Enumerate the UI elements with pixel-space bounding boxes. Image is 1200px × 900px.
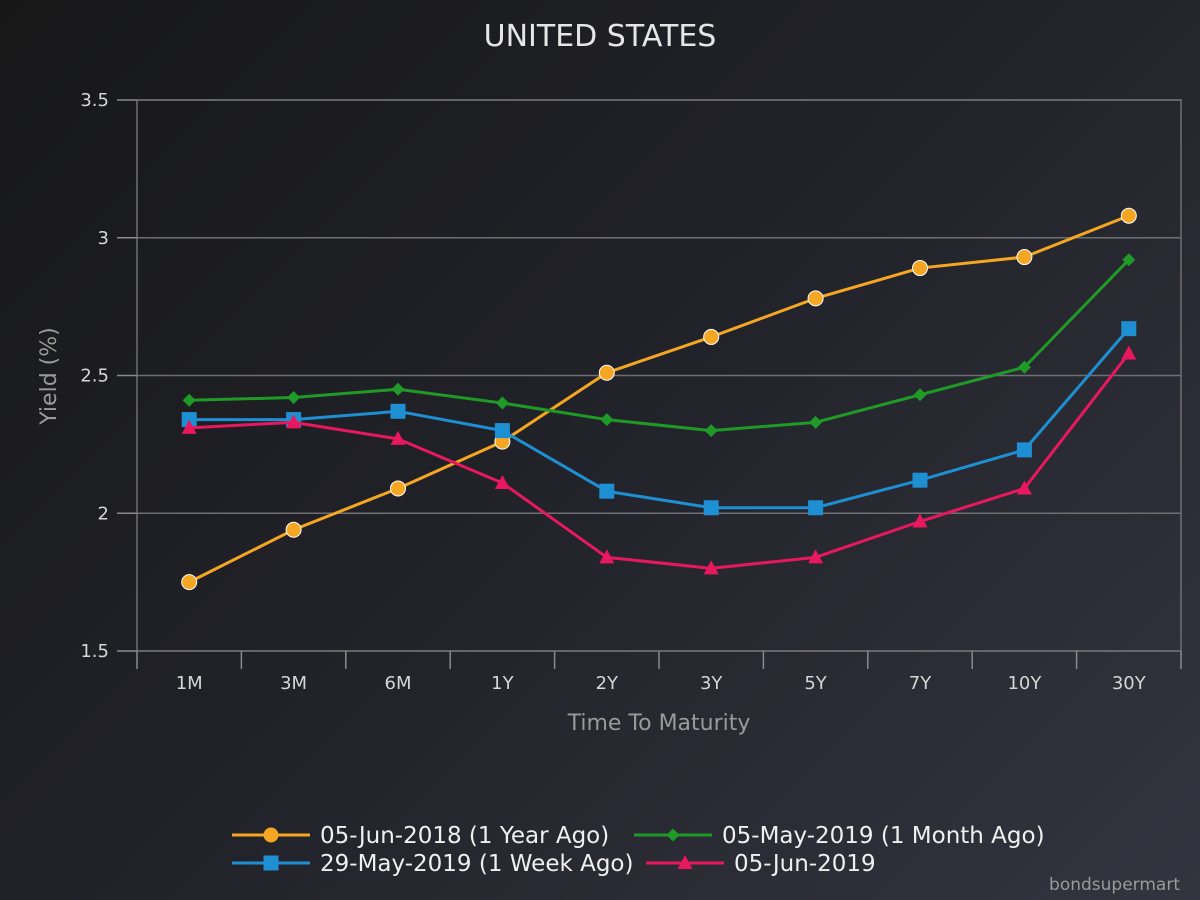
data-point bbox=[1121, 321, 1137, 337]
data-point bbox=[1016, 249, 1033, 266]
chart-title: UNITED STATES bbox=[484, 19, 717, 54]
data-point bbox=[912, 472, 928, 488]
data-point bbox=[1016, 480, 1032, 495]
data-point bbox=[390, 403, 406, 419]
y-tick-label: 2.5 bbox=[80, 366, 109, 387]
series-3 bbox=[181, 321, 1137, 516]
data-point bbox=[703, 560, 719, 575]
legend-label: 05-Jun-2019 bbox=[734, 851, 876, 877]
data-point bbox=[599, 483, 615, 499]
data-point bbox=[390, 480, 406, 497]
data-point bbox=[181, 574, 198, 591]
data-point bbox=[599, 549, 615, 564]
y-tick-label: 2 bbox=[98, 503, 109, 524]
legend-label: 05-Jun-2018 (1 Year Ago) bbox=[320, 823, 609, 849]
data-point bbox=[285, 521, 302, 538]
x-tick-label: 10Y bbox=[1007, 673, 1042, 694]
series-4 bbox=[181, 345, 1137, 575]
series-line bbox=[189, 352, 1130, 570]
legend-label: 05-May-2019 (1 Month Ago) bbox=[722, 823, 1045, 849]
credit-text: bondsupermart bbox=[1049, 875, 1180, 895]
legend-item-3[interactable]: 29-May-2019 (1 Week Ago) bbox=[232, 851, 633, 877]
y-tick-label: 1.5 bbox=[80, 641, 109, 662]
y-axis-label: Yield (%) bbox=[37, 327, 62, 425]
series-line bbox=[189, 327, 1130, 510]
data-point bbox=[181, 419, 197, 434]
data-point bbox=[181, 412, 197, 428]
legend-item-1[interactable]: 05-Jun-2018 (1 Year Ago) bbox=[232, 823, 609, 849]
data-point bbox=[1120, 207, 1137, 224]
data-point bbox=[807, 290, 824, 307]
data-point bbox=[703, 328, 720, 345]
y-axis-ticks: 1.5 2 2.5 3 3.5 bbox=[80, 90, 137, 662]
x-tick-label: 2Y bbox=[596, 673, 619, 694]
data-point bbox=[286, 414, 302, 429]
data-point bbox=[1017, 360, 1031, 374]
legend-item-2[interactable]: 05-May-2019 (1 Month Ago) bbox=[634, 823, 1045, 849]
data-point bbox=[287, 391, 301, 405]
data-point bbox=[704, 424, 718, 438]
data-point bbox=[390, 430, 406, 445]
data-point bbox=[809, 415, 823, 429]
data-point bbox=[495, 396, 509, 410]
data-point bbox=[494, 474, 510, 489]
legend-marker bbox=[677, 855, 693, 869]
series-line bbox=[188, 214, 1130, 584]
x-tick-label: 1M bbox=[176, 673, 203, 694]
data-point bbox=[600, 413, 614, 427]
series-2 bbox=[182, 253, 1136, 438]
x-tick-label: 3M bbox=[280, 673, 307, 694]
x-tick-label: 7Y bbox=[909, 673, 932, 694]
series-1 bbox=[181, 207, 1137, 591]
data-point bbox=[912, 260, 928, 277]
x-tick-label: 3Y bbox=[700, 673, 723, 694]
x-tick-label: 30Y bbox=[1112, 673, 1147, 694]
y-tick-label: 3.5 bbox=[80, 90, 109, 111]
data-point bbox=[703, 500, 719, 516]
legend-marker bbox=[263, 827, 279, 843]
legend-marker bbox=[263, 855, 279, 871]
data-point bbox=[808, 549, 824, 564]
series-line bbox=[189, 258, 1130, 433]
y-tick-label: 3 bbox=[98, 228, 109, 249]
data-point bbox=[598, 364, 615, 381]
data-point bbox=[912, 513, 928, 528]
data-point bbox=[1016, 442, 1032, 458]
x-axis-label: Time To Maturity bbox=[567, 711, 751, 736]
x-tick-label: 1Y bbox=[491, 673, 514, 694]
x-axis-ticks: 1M 3M 6M 1Y 2Y 3Y 5Y 7Y 10Y 30Y bbox=[136, 651, 1182, 694]
data-point bbox=[182, 393, 196, 407]
legend-item-4[interactable]: 05-Jun-2019 bbox=[646, 851, 876, 877]
data-point bbox=[1122, 253, 1136, 267]
gridlines bbox=[137, 99, 1181, 652]
x-tick-label: 6M bbox=[385, 673, 412, 694]
series-layer bbox=[181, 207, 1137, 591]
data-point bbox=[494, 423, 510, 439]
legend: 05-Jun-2018 (1 Year Ago) 05-May-2019 (1 M… bbox=[232, 823, 1045, 877]
legend-label: 29-May-2019 (1 Week Ago) bbox=[320, 851, 633, 877]
x-tick-label: 5Y bbox=[804, 673, 827, 694]
data-point bbox=[391, 382, 405, 396]
data-point bbox=[1121, 345, 1137, 360]
legend-marker bbox=[666, 828, 680, 842]
data-point bbox=[808, 500, 824, 516]
data-point bbox=[913, 388, 927, 402]
